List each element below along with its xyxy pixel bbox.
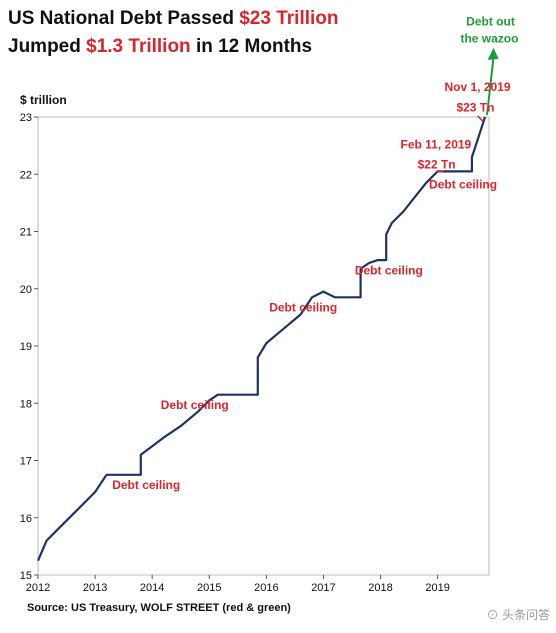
y-axis-label: $ trillion xyxy=(20,93,67,107)
axes: 15 16 17 18 19 20 21 22 23 2012 2013 2014 2015 2016 20… xyxy=(20,112,490,594)
x-tick-label: 2013 xyxy=(83,582,107,594)
x-tick-label: 2019 xyxy=(425,582,449,594)
title-line2-text: Jumped xyxy=(8,36,87,57)
chart-marks xyxy=(36,47,499,562)
green-arrow-shaft xyxy=(486,56,495,116)
x-tick-label: 2012 xyxy=(26,582,50,594)
y-tick-label: 19 xyxy=(20,341,32,353)
y-tick-label: 15 xyxy=(20,570,32,582)
annotation-label: Nov 1, 2019 xyxy=(444,80,510,94)
y-tick-label: 20 xyxy=(20,284,32,296)
title-line2-highlight: $1.3 Trillion xyxy=(86,36,191,57)
debt-series-line xyxy=(36,116,487,562)
annotation-label: Debt ceiling xyxy=(112,478,180,492)
y-tick-label: 23 xyxy=(20,112,32,124)
y-tick-label: 22 xyxy=(20,169,32,181)
annotation-label: Debt ceiling xyxy=(355,263,423,277)
x-tick-label: 2017 xyxy=(311,582,335,594)
title-line1-highlight: $23 Trillion xyxy=(239,8,339,29)
y-tick-label: 18 xyxy=(20,398,32,410)
annotations: Debt ceiling Debt ceiling Debt ceiling Debt… xyxy=(112,14,518,492)
title-line2-suffix: in 12 Months xyxy=(190,36,313,57)
annotation-label: Debt ceiling xyxy=(269,301,337,315)
callout-23tn xyxy=(477,115,484,123)
title-line1-text: US National Debt Passed xyxy=(8,8,240,29)
y-tick-label: 21 xyxy=(20,227,32,239)
annotation-label: Feb 11, 2019 xyxy=(401,137,472,151)
chart-title-line1: US National Debt Passed $23 Trillion xyxy=(8,8,339,30)
green-arrowhead xyxy=(487,47,499,60)
y-tick-label: 17 xyxy=(20,456,32,468)
annotation-label: Debt out xyxy=(466,14,515,28)
x-tick-label: 2014 xyxy=(140,582,164,594)
x-tick-label: 2016 xyxy=(254,582,278,594)
y-tick-label: 16 xyxy=(20,513,32,525)
annotation-label: Debt ceiling xyxy=(429,178,497,192)
annotation-label: $22 Tn xyxy=(418,158,456,172)
watermark: ⊙ 头条问答 xyxy=(486,608,550,622)
x-tick-label: 2018 xyxy=(368,582,392,594)
annotation-label: Debt ceiling xyxy=(161,398,229,412)
annotation-label: $23 Tn xyxy=(456,100,494,114)
source-note: Source: US Treasury, WOLF STREET (red & … xyxy=(27,602,291,614)
chart-title-line2: Jumped $1.3 Trillion in 12 Months xyxy=(8,36,312,58)
annotation-label: the wazoo xyxy=(460,32,518,46)
x-tick-label: 2015 xyxy=(197,582,221,594)
